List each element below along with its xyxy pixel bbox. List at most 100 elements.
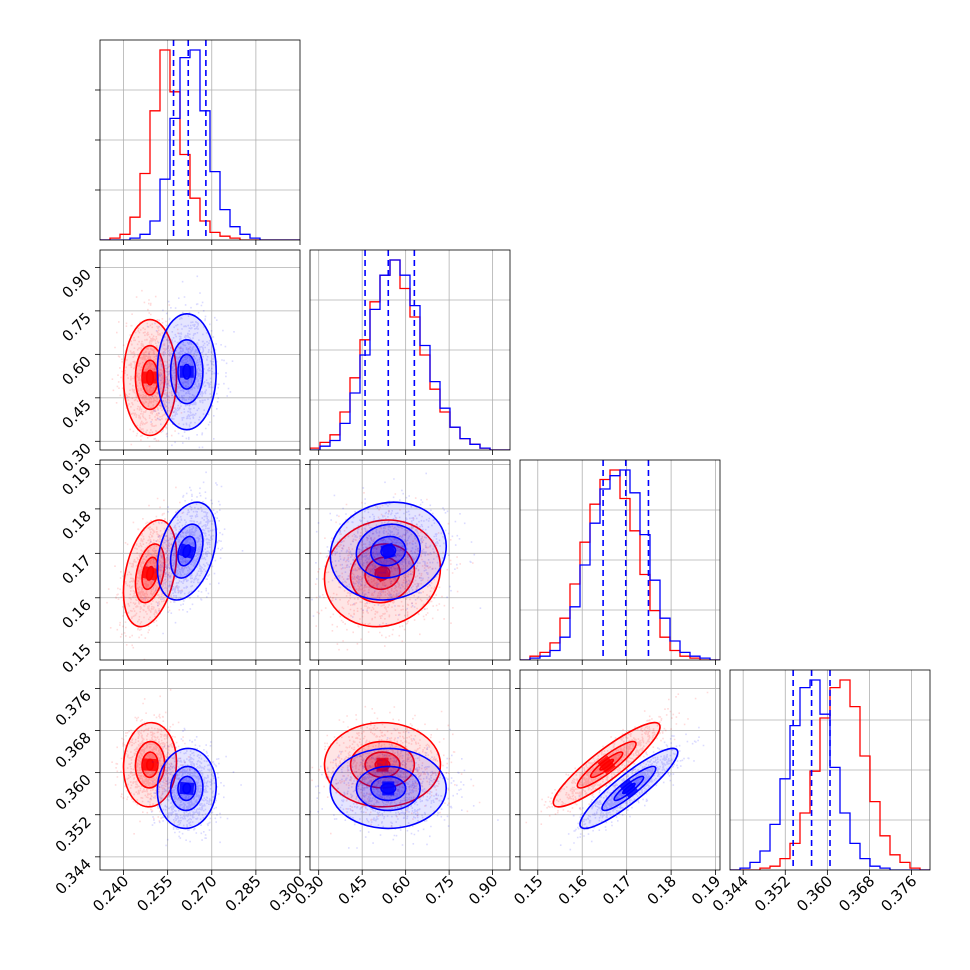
density-peak-b [382, 781, 395, 796]
contour-a [145, 369, 155, 386]
gridlines [100, 460, 300, 660]
contour-b [156, 747, 217, 830]
histogram-a [520, 469, 720, 660]
contour-b [329, 747, 448, 830]
contour-b [380, 782, 397, 795]
contour-a [134, 543, 166, 604]
contour-a [323, 721, 442, 808]
panel-frame [99, 669, 301, 871]
scatter-points-b [310, 728, 499, 849]
panel-frame [309, 249, 511, 451]
scatter-points-a [525, 691, 709, 825]
contour-b [355, 523, 421, 579]
panel-frame [729, 669, 931, 871]
histogram-b [310, 259, 510, 450]
contour-b [182, 782, 192, 795]
histogram-b [520, 469, 720, 660]
scatter-panel: 0.300.450.600.750.90 [58, 249, 301, 476]
contour-a [134, 740, 166, 789]
x-tick-label: 0.240 [89, 872, 132, 915]
panel-frame [99, 249, 301, 451]
contour-b [380, 544, 397, 559]
y-tick-label: 0.45 [58, 396, 94, 432]
contour-a [122, 721, 178, 808]
gridlines [520, 670, 720, 870]
scatter-points-a [311, 705, 481, 835]
contour-a [122, 318, 178, 437]
histogram-panel [309, 249, 511, 455]
histogram-panel [95, 39, 301, 245]
y-tick-label: 0.18 [58, 507, 94, 543]
x-tick-label: 0.45 [335, 872, 371, 908]
contour-b [355, 765, 421, 812]
density-peak-a [141, 565, 159, 581]
y-tick-label: 0.360 [52, 771, 95, 814]
histogram-b [730, 679, 930, 870]
x-tick-label: 0.376 [877, 872, 920, 915]
y-tick-label: 0.90 [58, 265, 94, 301]
contour-b [177, 353, 197, 390]
contour-b [169, 523, 204, 579]
scatter-panel: 0.150.160.170.180.19 [58, 459, 301, 677]
x-tick-label: 0.368 [835, 872, 878, 915]
x-tick-label: 0.17 [599, 872, 635, 908]
x-tick-label: 0.15 [510, 872, 546, 908]
y-tick-label: 0.16 [58, 596, 94, 632]
scatter-panel [305, 459, 511, 665]
density-peak-a [376, 757, 389, 772]
contour-a [141, 751, 159, 779]
x-tick-label: 0.285 [222, 872, 265, 915]
density-peak-a [142, 758, 158, 772]
x-tick-label: 0.18 [644, 872, 680, 908]
contour-b [601, 765, 657, 812]
density-peak-b [179, 365, 194, 378]
x-tick-label: 0.90 [465, 872, 501, 908]
scatter-panel: 0.240 0.255 0.270 0.285 0.3000.3440.3520.360… [52, 669, 309, 915]
density-peak-a [143, 371, 157, 384]
contour-b [177, 775, 197, 802]
scatter-points-a [314, 492, 474, 651]
panel-frame [519, 459, 721, 661]
gridlines [520, 460, 720, 660]
histogram-b [100, 49, 300, 240]
scatter-points-b [311, 472, 482, 626]
contour-b [370, 775, 407, 802]
contour-b [169, 339, 204, 405]
contour-a [374, 758, 391, 771]
contour-a [364, 556, 401, 591]
x-tick-label: 0.16 [555, 872, 591, 908]
y-tick-label: 0.17 [58, 551, 94, 587]
x-tick-label: 0.270 [177, 872, 220, 915]
panel-frame [309, 669, 511, 871]
contour-b [182, 544, 192, 559]
histogram-a [730, 679, 930, 870]
contour-b [329, 501, 448, 601]
y-tick-label: 0.376 [52, 687, 95, 730]
contour-b [579, 747, 679, 830]
density-peak-a [597, 755, 616, 774]
gridlines [310, 250, 510, 450]
contour-a [576, 740, 637, 789]
gridlines [310, 460, 510, 660]
contour-a [589, 751, 624, 779]
y-tick-label: 0.60 [58, 352, 94, 388]
histogram-a [100, 49, 300, 240]
contour-a [145, 758, 155, 771]
panel-frame [309, 459, 511, 661]
panel-frame [99, 39, 301, 241]
y-tick-label: 0.15 [58, 640, 94, 676]
panel-frame [519, 669, 721, 871]
contour-a [134, 344, 166, 411]
contour-b [370, 535, 407, 567]
y-tick-label: 0.368 [52, 729, 95, 772]
contour-a [145, 565, 155, 581]
contour-b [169, 765, 204, 812]
scatter-points-a [111, 289, 195, 450]
contour-a [122, 519, 178, 628]
contour-b [156, 501, 217, 601]
contour-a [552, 721, 661, 808]
x-tick-label: 0.60 [378, 872, 414, 908]
contour-b [177, 535, 197, 567]
